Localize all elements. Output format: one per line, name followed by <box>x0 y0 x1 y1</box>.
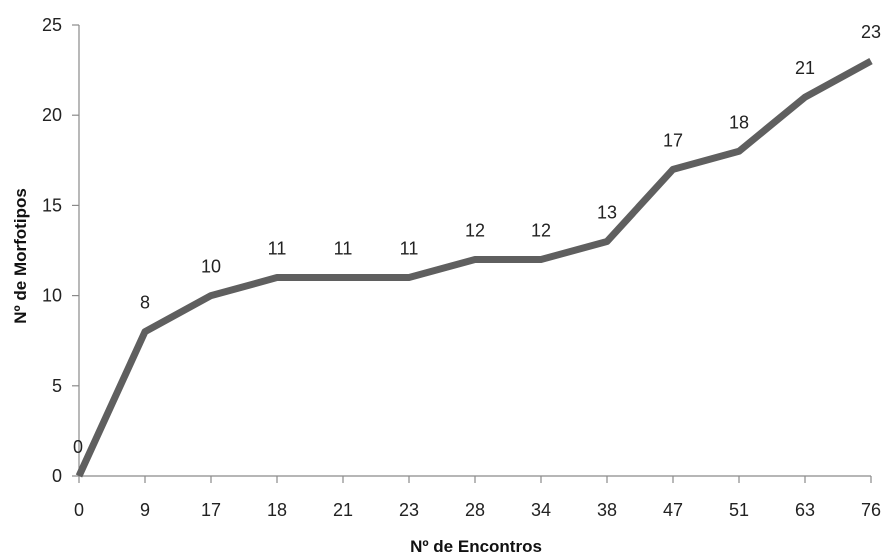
data-label: 12 <box>531 221 551 241</box>
y-tick-label: 15 <box>42 195 62 215</box>
x-tick-label: 47 <box>663 500 683 520</box>
y-tick-label: 25 <box>42 15 62 35</box>
x-tick-label: 23 <box>399 500 419 520</box>
y-tick-label: 0 <box>52 466 62 486</box>
series-layer <box>75 58 873 478</box>
x-tick-label: 9 <box>140 500 150 520</box>
x-axis-ticks: 0 9 17 18 21 23 28 34 38 47 51 63 76 <box>74 476 881 520</box>
x-tick-label: 28 <box>465 500 485 520</box>
y-tick-label: 20 <box>42 105 62 125</box>
data-label: 0 <box>73 437 83 457</box>
data-label: 10 <box>201 257 221 277</box>
data-label: 12 <box>465 221 485 241</box>
y-tick-label: 10 <box>42 286 62 306</box>
data-label: 11 <box>400 239 419 259</box>
data-labels: 0 8 10 11 11 11 12 12 13 17 18 21 23 <box>73 22 881 457</box>
x-tick-label: 17 <box>201 500 221 520</box>
y-axis-title: Nº de Morfotipos <box>11 188 30 324</box>
y-axis-ticks: 0 5 10 15 20 25 <box>42 15 79 486</box>
series-line <box>75 58 873 478</box>
data-label: 17 <box>663 130 683 150</box>
data-label: 23 <box>861 22 881 42</box>
x-tick-label: 34 <box>531 500 551 520</box>
x-tick-label: 63 <box>795 500 815 520</box>
x-tick-label: 0 <box>74 500 84 520</box>
data-label: 11 <box>334 239 353 259</box>
data-label: 11 <box>268 239 287 259</box>
data-label: 18 <box>729 112 749 132</box>
x-tick-label: 51 <box>729 500 749 520</box>
axes <box>78 25 871 477</box>
data-label: 13 <box>597 202 617 222</box>
x-axis-title: Nº de Encontros <box>410 537 542 556</box>
x-tick-label: 18 <box>267 500 287 520</box>
y-tick-label: 5 <box>52 376 62 396</box>
x-tick-label: 21 <box>333 500 353 520</box>
x-tick-label: 38 <box>597 500 617 520</box>
data-label: 21 <box>795 58 815 78</box>
x-tick-label: 76 <box>861 500 881 520</box>
data-label: 8 <box>140 293 150 313</box>
